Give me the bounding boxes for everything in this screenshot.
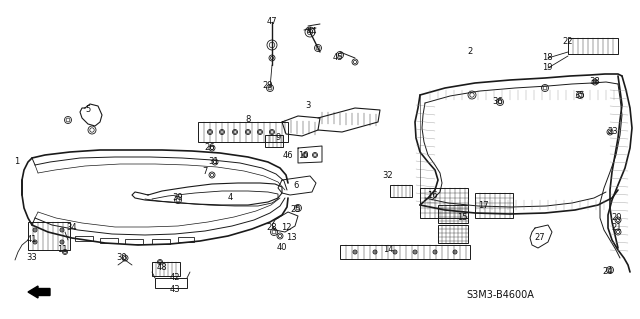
Text: 22: 22 — [563, 38, 573, 47]
Text: 13: 13 — [285, 234, 296, 242]
Text: 35: 35 — [575, 91, 586, 100]
Bar — [438, 225, 468, 243]
Text: 47: 47 — [267, 18, 277, 26]
Text: 41: 41 — [27, 235, 37, 244]
Text: 25: 25 — [291, 205, 301, 214]
Bar — [265, 135, 283, 147]
Text: 6: 6 — [293, 181, 299, 189]
Text: 7: 7 — [202, 167, 208, 176]
Text: 28: 28 — [267, 224, 277, 233]
Text: 43: 43 — [170, 286, 180, 294]
Text: FR.: FR. — [55, 287, 74, 297]
Text: 23: 23 — [608, 128, 618, 137]
Text: 18: 18 — [541, 54, 552, 63]
Text: S3M3-B4600A: S3M3-B4600A — [466, 290, 534, 300]
Text: 30: 30 — [116, 254, 127, 263]
Bar — [390, 185, 412, 197]
Text: 46: 46 — [283, 151, 293, 160]
Bar — [340, 245, 470, 259]
Text: 33: 33 — [27, 254, 37, 263]
Text: 16: 16 — [427, 190, 437, 199]
Text: 15: 15 — [457, 213, 467, 222]
Bar — [155, 278, 187, 288]
Bar — [100, 238, 118, 243]
Bar — [28, 222, 70, 250]
Bar — [125, 239, 143, 244]
Text: 20: 20 — [612, 213, 622, 222]
Text: 36: 36 — [493, 98, 504, 107]
Text: 9: 9 — [275, 133, 280, 143]
Text: 17: 17 — [477, 201, 488, 210]
Text: 31: 31 — [209, 158, 220, 167]
Text: 21: 21 — [612, 224, 622, 233]
Bar — [475, 193, 513, 218]
Text: 14: 14 — [383, 246, 393, 255]
Text: 26: 26 — [205, 144, 215, 152]
Bar — [568, 38, 618, 54]
Text: 3: 3 — [305, 100, 310, 109]
Bar — [420, 188, 468, 218]
Text: 34: 34 — [67, 224, 77, 233]
Text: 42: 42 — [170, 273, 180, 283]
Text: 32: 32 — [383, 170, 394, 180]
Bar — [178, 237, 194, 242]
Text: 24: 24 — [603, 268, 613, 277]
Text: 39: 39 — [173, 194, 183, 203]
FancyArrow shape — [28, 286, 50, 298]
Bar — [152, 239, 170, 244]
Text: 44: 44 — [307, 27, 317, 36]
Text: 45: 45 — [333, 54, 343, 63]
Text: 2: 2 — [467, 48, 472, 56]
Text: 1: 1 — [14, 158, 20, 167]
Text: 8: 8 — [245, 115, 251, 124]
Text: 40: 40 — [276, 243, 287, 253]
Text: 19: 19 — [541, 63, 552, 72]
Text: 12: 12 — [281, 224, 291, 233]
Text: 29: 29 — [263, 80, 273, 90]
Text: 38: 38 — [589, 78, 600, 86]
Text: 11: 11 — [57, 246, 67, 255]
Text: 5: 5 — [85, 106, 91, 115]
Bar — [438, 205, 468, 223]
Text: 48: 48 — [157, 263, 167, 272]
Bar — [152, 262, 180, 276]
Text: 10: 10 — [298, 151, 308, 160]
Text: 4: 4 — [227, 194, 232, 203]
Text: 27: 27 — [534, 234, 545, 242]
Bar — [75, 236, 93, 241]
Bar — [198, 122, 288, 142]
